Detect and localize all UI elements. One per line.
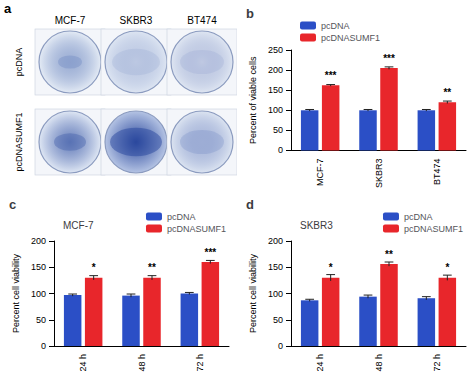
svg-text:SKBR3: SKBR3 <box>120 15 153 26</box>
svg-text:50: 50 <box>273 125 283 135</box>
svg-text:BT474: BT474 <box>187 15 217 26</box>
svg-text:pcDNA: pcDNA <box>14 48 24 77</box>
svg-text:200: 200 <box>268 236 283 246</box>
svg-text:pcDNASUMF1: pcDNASUMF1 <box>167 224 226 234</box>
svg-text:0: 0 <box>278 145 283 155</box>
svg-text:24 h: 24 h <box>78 354 88 372</box>
svg-text:72 h: 72 h <box>195 354 205 372</box>
svg-text:c: c <box>9 197 16 212</box>
svg-text:50: 50 <box>273 315 283 325</box>
svg-text:72 h: 72 h <box>432 354 442 372</box>
svg-text:SKBR3: SKBR3 <box>374 158 384 188</box>
svg-text:200: 200 <box>31 236 46 246</box>
svg-text:*: * <box>92 262 96 273</box>
svg-text:***: *** <box>325 70 337 81</box>
svg-text:Percent cell viability: Percent cell viability <box>248 253 258 333</box>
svg-text:pcDNASUMF1: pcDNASUMF1 <box>321 33 380 43</box>
svg-text:***: *** <box>383 53 395 64</box>
svg-text:d: d <box>246 197 254 212</box>
svg-text:*: * <box>445 262 449 273</box>
svg-text:150: 150 <box>268 85 283 95</box>
svg-text:0: 0 <box>278 341 283 351</box>
svg-text:**: ** <box>148 262 156 273</box>
svg-text:SKBR3: SKBR3 <box>300 220 333 231</box>
svg-text:MCF-7: MCF-7 <box>315 158 325 186</box>
svg-text:pcDNA: pcDNA <box>167 212 196 222</box>
svg-text:48 h: 48 h <box>374 354 384 372</box>
svg-text:a: a <box>4 1 12 16</box>
svg-text:MCF-7: MCF-7 <box>55 15 86 26</box>
svg-text:Percent cell viability: Percent cell viability <box>11 253 21 333</box>
svg-text:pcDNA: pcDNA <box>404 212 433 222</box>
svg-text:24 h: 24 h <box>315 354 325 372</box>
svg-text:150: 150 <box>268 262 283 272</box>
svg-text:200: 200 <box>268 65 283 75</box>
svg-text:100: 100 <box>268 105 283 115</box>
svg-text:pcDNASUMF1: pcDNASUMF1 <box>404 224 463 234</box>
svg-text:***: *** <box>204 247 216 258</box>
svg-text:**: ** <box>443 87 451 98</box>
svg-text:b: b <box>246 6 254 21</box>
svg-text:150: 150 <box>31 262 46 272</box>
svg-text:**: ** <box>385 249 393 260</box>
svg-text:0: 0 <box>41 341 46 351</box>
svg-text:BT474: BT474 <box>432 158 442 185</box>
svg-text:MCF-7: MCF-7 <box>63 220 94 231</box>
svg-text:Percent of viable cells: Percent of viable cells <box>248 56 258 144</box>
svg-text:*: * <box>329 262 333 273</box>
svg-text:pcDNASUMF1: pcDNASUMF1 <box>14 112 24 171</box>
svg-text:pcDNA: pcDNA <box>321 21 350 31</box>
svg-text:48 h: 48 h <box>137 354 147 372</box>
svg-text:100: 100 <box>268 289 283 299</box>
svg-text:100: 100 <box>31 289 46 299</box>
svg-text:250: 250 <box>268 45 283 55</box>
svg-text:50: 50 <box>36 315 46 325</box>
